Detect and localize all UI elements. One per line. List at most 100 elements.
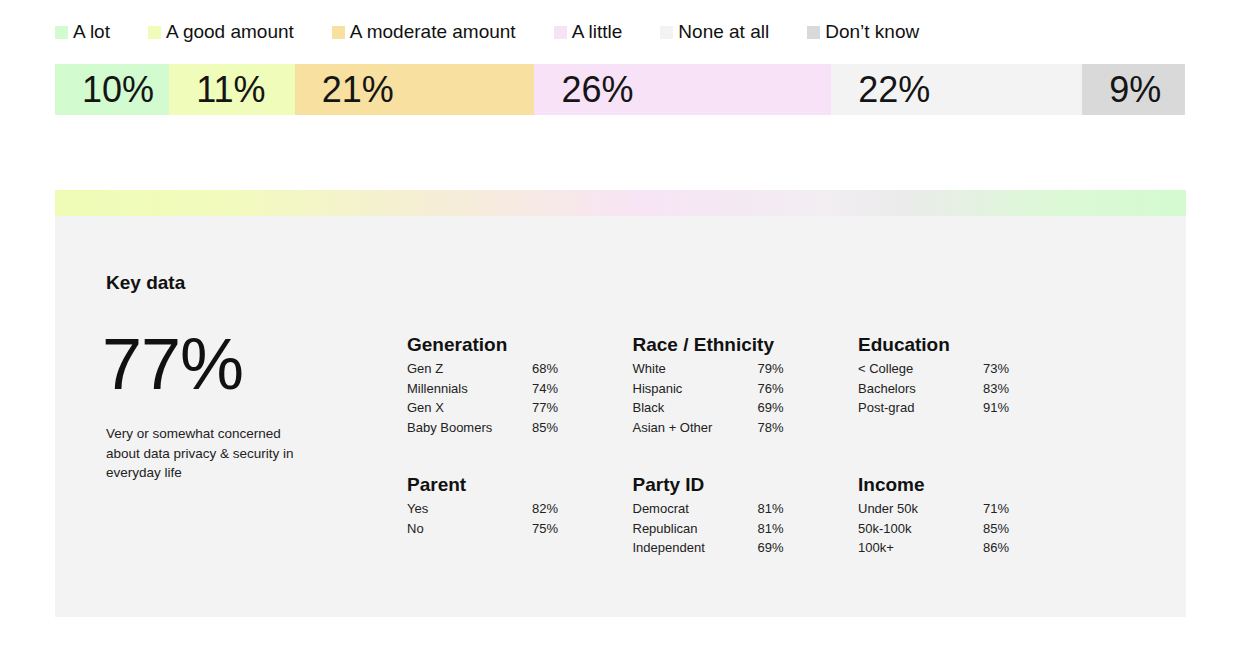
- stat-row: Black 69%: [633, 398, 843, 418]
- legend-item: A good amount: [148, 20, 294, 44]
- stat-row: Hispanic 76%: [633, 379, 843, 399]
- stat-value: 71%: [983, 499, 1009, 519]
- stat-value: 68%: [532, 359, 558, 379]
- stat-value: 81%: [758, 519, 784, 539]
- legend-swatch: [660, 26, 673, 39]
- stat-label: No: [407, 519, 424, 539]
- stat-row: 100k+ 86%: [858, 538, 1068, 558]
- stat-label: Democrat: [633, 499, 689, 519]
- stat-group-title: Education: [858, 333, 1068, 357]
- stat-row: 50k-100k 85%: [858, 519, 1068, 539]
- stat-label: < College: [858, 359, 913, 379]
- stat-label: Under 50k: [858, 499, 918, 519]
- stat-label: Gen X: [407, 398, 444, 418]
- data-label: 26%: [561, 64, 633, 115]
- stat-label: Baby Boomers: [407, 418, 492, 438]
- stat-value: 69%: [758, 398, 784, 418]
- legend-item: A lot: [55, 20, 110, 44]
- stat-label: Asian + Other: [633, 418, 713, 438]
- stat-label: 50k-100k: [858, 519, 911, 539]
- stat-group-title: Race / Ethnicity: [633, 333, 843, 357]
- bar-segment: [534, 64, 831, 115]
- stat-value: 79%: [758, 359, 784, 379]
- bar-segment: [55, 64, 169, 115]
- legend-label: A moderate amount: [350, 20, 516, 44]
- stat-group: GenerationGen Z68%Millennials74%Gen X77%…: [407, 333, 617, 437]
- legend-label: A little: [572, 20, 623, 44]
- stat-label: Yes: [407, 499, 428, 519]
- stat-label: Hispanic: [633, 379, 683, 399]
- stat-value: 81%: [758, 499, 784, 519]
- stat-value: 78%: [758, 418, 784, 438]
- stat-row: No 75%: [407, 519, 617, 539]
- legend-swatch: [55, 26, 68, 39]
- stat-row: Bachelors 83%: [858, 379, 1068, 399]
- stat-label: Independent: [633, 538, 705, 558]
- stat-row: < College 73%: [858, 359, 1068, 379]
- stat-label: Bachelors: [858, 379, 916, 399]
- stat-value: 75%: [532, 519, 558, 539]
- legend-swatch: [554, 26, 567, 39]
- stat-label: 100k+: [858, 538, 894, 558]
- data-label: 11%: [196, 64, 265, 115]
- stat-row: Yes 82%: [407, 499, 617, 519]
- stat-value: 74%: [532, 379, 558, 399]
- stat-label: White: [633, 359, 666, 379]
- stat-value: 85%: [983, 519, 1009, 539]
- legend-label: A lot: [73, 20, 110, 44]
- stat-group: ParentYes 82% No 75%: [407, 473, 617, 538]
- stat-group-title: Party ID: [633, 473, 843, 497]
- legend-swatch: [332, 26, 345, 39]
- headline-value: 77%: [102, 324, 243, 404]
- stat-row: Independent 69%: [633, 538, 843, 558]
- stat-label: Republican: [633, 519, 698, 539]
- legend-item: A moderate amount: [332, 20, 516, 44]
- stat-value: 73%: [983, 359, 1009, 379]
- key-data-panel: Key data 77% Very or somewhat concerned ab…: [55, 216, 1186, 617]
- bar-segment: [831, 64, 1082, 115]
- stat-label: Post-grad: [858, 398, 914, 418]
- data-label: 21%: [322, 64, 394, 115]
- stat-group-title: Parent: [407, 473, 617, 497]
- stat-value: 86%: [983, 538, 1009, 558]
- data-label: 9%: [1109, 64, 1161, 115]
- legend-label: A good amount: [166, 20, 294, 44]
- stat-value: 83%: [983, 379, 1009, 399]
- stat-row: Gen X 77%: [407, 398, 617, 418]
- key-data-title: Key data: [106, 272, 185, 294]
- stat-row: Post-grad 91%: [858, 398, 1068, 418]
- stat-row: Baby Boomers 85%: [407, 418, 617, 438]
- legend-item: A little: [554, 20, 623, 44]
- stat-label: Gen Z: [407, 359, 443, 379]
- data-label-layer: 10%11%21%26%22%9%: [0, 0, 1259, 200]
- stat-value: 69%: [758, 538, 784, 558]
- bar-segment: [169, 64, 295, 115]
- stat-row: White 79%: [633, 359, 843, 379]
- legend: A lot A good amount A moderate amount A lit…: [55, 20, 919, 44]
- stat-value: 77%: [532, 398, 558, 418]
- stat-row: Gen Z 68%: [407, 359, 617, 379]
- stat-row: Under 50k 71%: [858, 499, 1068, 519]
- stat-group: Party IDDemocrat81%Republican81%Independ…: [633, 473, 843, 558]
- stat-group: Race / EthnicityWhite79%Hispanic76%Black…: [633, 333, 843, 437]
- gradient-strip: [55, 190, 1186, 216]
- stat-row: Asian + Other 78%: [633, 418, 843, 438]
- bar-segment: [1082, 64, 1185, 115]
- stat-value: 85%: [532, 418, 558, 438]
- legend-label: None at all: [678, 20, 769, 44]
- stat-group-title: Income: [858, 473, 1068, 497]
- stat-label: Millennials: [407, 379, 468, 399]
- stat-group: Education< College73%Bachelors83%Post-gr…: [858, 333, 1068, 418]
- stat-row: Millennials 74%: [407, 379, 617, 399]
- stat-label: Black: [633, 398, 665, 418]
- data-label: 10%: [82, 64, 154, 115]
- headline-description: Very or somewhat concerned about data pr…: [106, 424, 306, 483]
- stat-group: IncomeUnder 50k 71% 50k-100k 85% 100k+ 86%: [858, 473, 1068, 558]
- legend-label: Don’t know: [825, 20, 919, 44]
- stat-value: 91%: [983, 398, 1009, 418]
- stat-value: 82%: [532, 499, 558, 519]
- stat-row: Democrat 81%: [633, 499, 843, 519]
- bar-segment: [295, 64, 535, 115]
- stat-value: 76%: [758, 379, 784, 399]
- stat-row: Republican 81%: [633, 519, 843, 539]
